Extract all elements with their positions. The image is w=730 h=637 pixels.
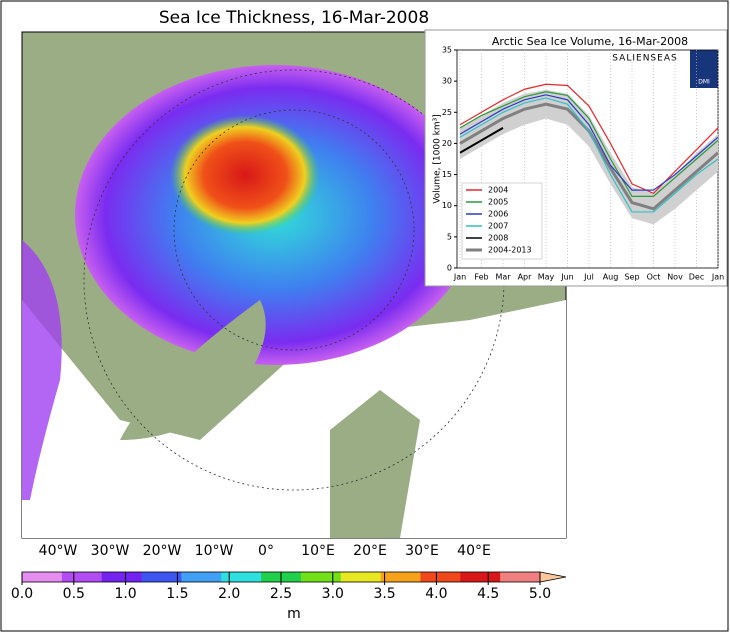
x-tick-label: Aug	[603, 273, 619, 282]
y-axis-label: Volume, [1000 km³]	[433, 114, 443, 204]
x-tick-label: Oct	[647, 273, 661, 282]
legend-label: 2005	[488, 198, 508, 207]
colorbar-segment	[420, 572, 461, 582]
thick-ice	[170, 115, 320, 235]
colorbar-segment	[340, 572, 382, 582]
y-tick-label: 20	[442, 139, 452, 148]
lon-label: 40°E	[457, 543, 491, 559]
colorbar-segment	[460, 572, 501, 582]
ice-edge	[22, 240, 62, 500]
x-tick-label: Sep	[624, 273, 639, 282]
series-line	[459, 83, 719, 194]
series-line	[459, 94, 719, 191]
scandinavia	[330, 390, 420, 538]
colorbar-segment	[61, 572, 103, 582]
x-tick-label: Jul	[583, 273, 594, 282]
colorbar-segment	[380, 572, 421, 582]
x-tick-label: Nov	[667, 273, 683, 282]
lon-label: 30°W	[91, 543, 130, 559]
lon-label: 40°W	[39, 543, 78, 559]
colorbar-tick-label: 2.5	[270, 586, 292, 602]
lon-label: 30°E	[405, 543, 439, 559]
open-ocean	[22, 300, 566, 538]
colorbar-segment	[181, 572, 222, 582]
y-tick-label: 10	[442, 201, 452, 210]
colorbar-segment	[22, 572, 63, 582]
y-tick-label: 30	[442, 77, 452, 86]
series-line	[459, 91, 719, 197]
colorbar-label: m	[287, 606, 301, 622]
colorbar-tick-label: 5.0	[529, 586, 551, 602]
y-tick-label: 5	[447, 232, 452, 241]
x-tick-label: Jan	[453, 273, 466, 282]
colorbar-tick-label: 0.0	[11, 586, 33, 602]
legend-label: 2007	[488, 222, 508, 231]
colorbar-segment	[141, 572, 182, 582]
colorbar-tick-label: 1.0	[114, 586, 136, 602]
x-tick-label: Jun	[560, 273, 574, 282]
series-line	[459, 126, 504, 154]
colorbar-tick-label: 3.0	[322, 586, 344, 602]
y-tick-label: 25	[442, 108, 452, 117]
colorbar-tick-label: 4.0	[425, 586, 447, 602]
colorbar-extend	[539, 571, 567, 583]
band	[460, 89, 718, 225]
legend-label: 2006	[488, 210, 508, 219]
series-line	[459, 97, 719, 213]
lon-label: 20°E	[353, 543, 387, 559]
logo-badge-text: DMI	[698, 79, 710, 86]
x-tick-label: May	[538, 273, 555, 282]
colorbar-segment	[101, 572, 143, 582]
colorbar-segment	[300, 572, 342, 582]
map	[21, 31, 567, 539]
y-tick-label: 35	[442, 46, 452, 55]
lon-label: 10°E	[301, 543, 335, 559]
x-tick-label: Mar	[495, 273, 511, 282]
legend-label: 2004	[488, 186, 508, 195]
lon-label: 10°W	[195, 543, 234, 559]
map-title: Sea Ice Thickness, 16-Mar-2008	[159, 8, 429, 28]
y-tick-label: 15	[442, 170, 452, 179]
colorbar-tick-label: 4.5	[477, 586, 499, 602]
x-tick-label: Jan	[711, 273, 724, 282]
legend-label: 2004-2013	[488, 246, 532, 255]
legend-box	[461, 182, 543, 260]
lon-label: 0°	[258, 543, 274, 559]
x-tick-label: Dec	[689, 273, 704, 282]
colorbar-tick-label: 2.0	[218, 586, 240, 602]
inset-title: Arctic Sea Ice Volume, 16-Mar-2008	[492, 35, 688, 48]
logo-text: SALIENSEAS	[612, 54, 677, 64]
colorbar-tick-label: 3.5	[373, 586, 395, 602]
logo-badge	[690, 50, 718, 88]
colorbar-segment	[500, 572, 541, 582]
legend-label: 2008	[488, 234, 508, 243]
x-tick-label: Feb	[474, 273, 488, 282]
colorbar-tick-label: 0.5	[63, 586, 85, 602]
lon-label: 20°W	[143, 543, 182, 559]
colorbar-tick-label: 1.5	[166, 586, 188, 602]
greenland	[120, 300, 266, 440]
colorbar-segment	[221, 572, 262, 582]
graticule	[173, 109, 415, 351]
x-tick-label: Apr	[518, 273, 533, 282]
y-tick-label: 0	[447, 264, 452, 273]
